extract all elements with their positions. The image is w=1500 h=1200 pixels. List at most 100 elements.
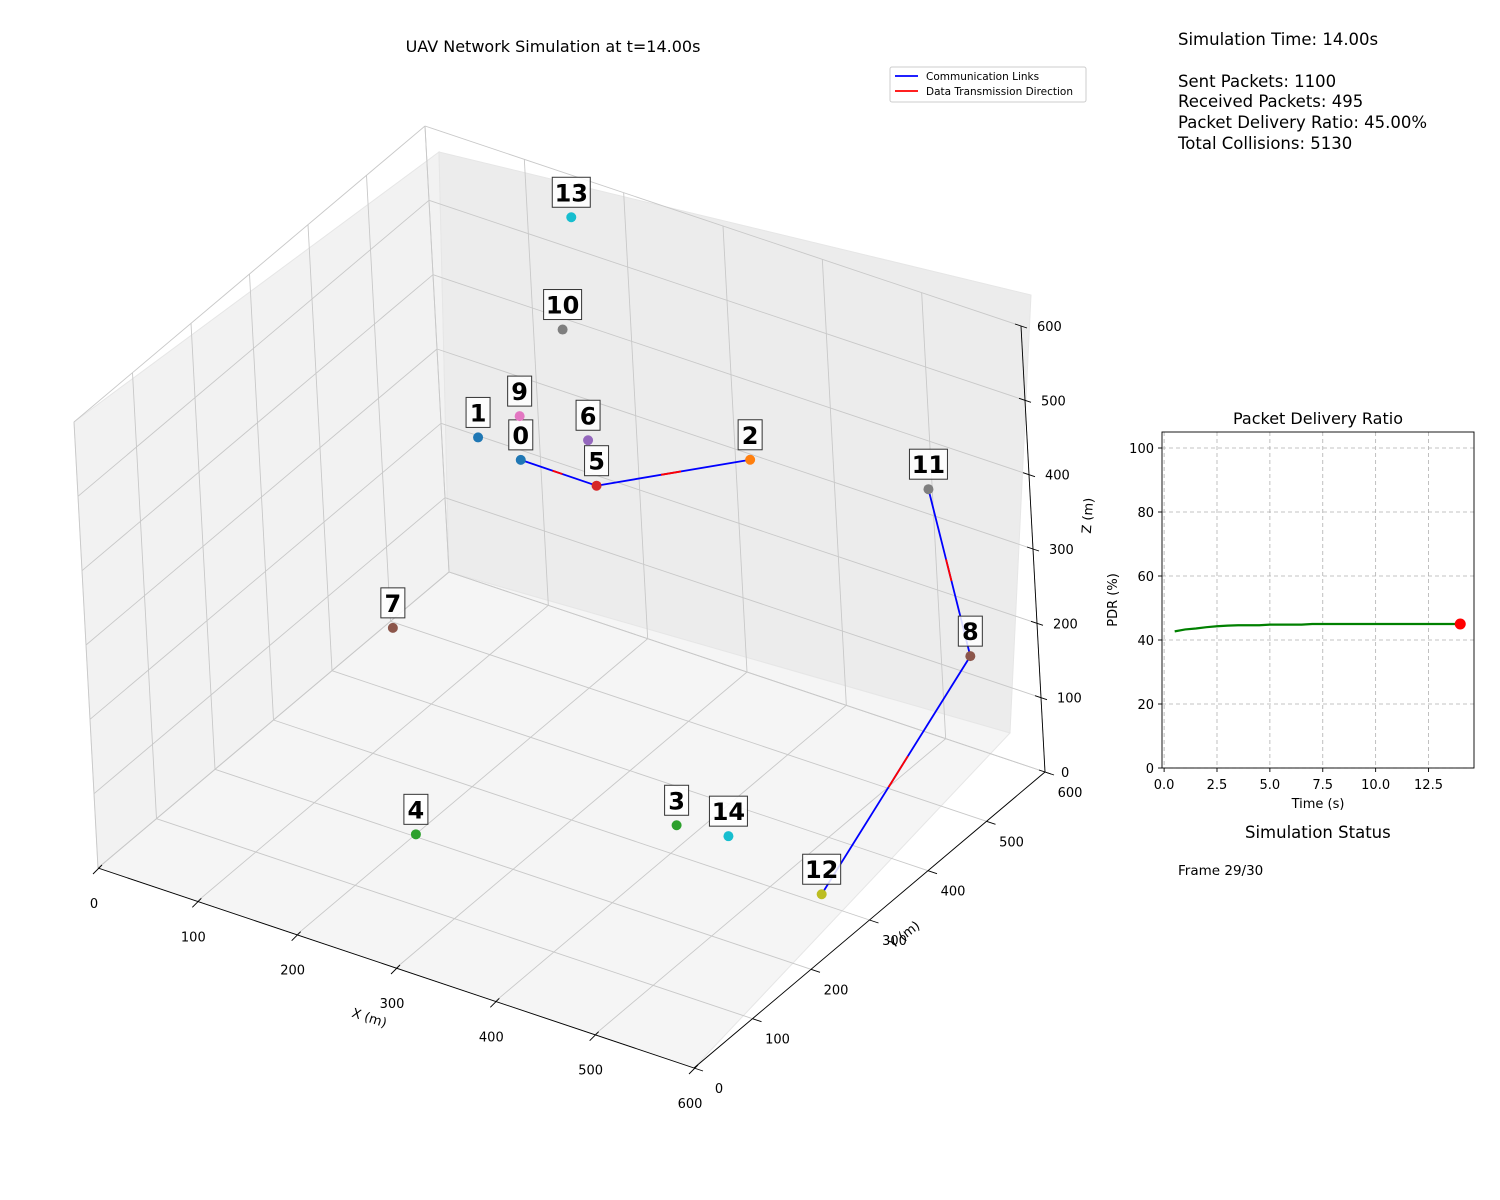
pdr-y-tick-label: 20 xyxy=(1137,698,1154,713)
axes: 0100200300400500600010020030040050060001… xyxy=(90,320,1097,1112)
x-tick-label: 100 xyxy=(181,930,206,945)
sim-time-text: Simulation Time: 14.00s xyxy=(1178,30,1379,49)
uav-node-6: 6 xyxy=(575,399,601,446)
uav-node-label: 10 xyxy=(546,292,579,320)
uav-node-13: 13 xyxy=(551,176,591,223)
status-title: Simulation Status xyxy=(1245,823,1391,842)
uav-node-marker xyxy=(923,484,934,495)
uav-node-11: 11 xyxy=(908,448,948,495)
z-tick xyxy=(1038,769,1052,775)
grid-line-ywall-z xyxy=(424,125,1022,327)
y-tick xyxy=(810,968,821,973)
data-direction-segment xyxy=(552,469,563,475)
uav-node-label: 4 xyxy=(408,796,425,824)
y-tick xyxy=(869,919,879,924)
x-tick-label: 400 xyxy=(479,1030,504,1045)
pdr-series xyxy=(1174,618,1466,633)
x-tick xyxy=(390,964,401,975)
communication-links xyxy=(520,458,972,895)
grid-line-floor-y xyxy=(448,571,1046,773)
data-direction-segment xyxy=(945,559,953,582)
pdr-x-tick-label: 0.0 xyxy=(1154,778,1175,793)
pdr-line xyxy=(1174,622,1461,633)
uav-node-label-box xyxy=(664,784,690,816)
pdr-text: Packet Delivery Ratio: 45.00% xyxy=(1178,113,1428,133)
uav-node-label-box xyxy=(508,419,534,451)
uav-node-marker xyxy=(473,432,484,443)
pdr-x-tick-label: 12.5 xyxy=(1414,778,1443,793)
uav-node-label: 14 xyxy=(712,798,745,826)
sent-packets-text: Sent Packets: 1100 xyxy=(1178,71,1337,91)
uav-node-marker xyxy=(671,820,682,831)
chart3d-title: UAV Network Simulation at t=14.00s xyxy=(406,37,701,56)
collisions-text: Total Collisions: 5130 xyxy=(1178,133,1353,153)
x-axis-line xyxy=(97,867,695,1069)
pdr-y-tick-label: 0 xyxy=(1146,762,1154,777)
pdr-title: Packet Delivery Ratio xyxy=(1233,409,1403,428)
pdr-y-tick-label: 40 xyxy=(1137,634,1154,649)
uav-node-label: 1 xyxy=(470,399,487,427)
pdr-y-tick-label: 60 xyxy=(1137,570,1154,585)
x-tick xyxy=(92,864,103,875)
z-tick-label: 500 xyxy=(1041,394,1066,409)
z-tick xyxy=(1034,695,1048,701)
uav-node-label-box xyxy=(551,176,591,208)
y-tick-label: 100 xyxy=(765,1033,790,1048)
z-tick-label: 200 xyxy=(1053,617,1078,632)
pdr-grid xyxy=(1162,432,1474,769)
pdr-ylabel: PDR (%) xyxy=(1106,573,1121,627)
z-tick-label: 400 xyxy=(1045,469,1070,484)
y-tick xyxy=(693,1067,704,1072)
uav-node-label-box xyxy=(403,793,429,825)
uav-node-label-box xyxy=(543,289,583,321)
pdr-current-point xyxy=(1454,618,1466,630)
uav-node-label-box xyxy=(575,399,601,431)
uav-node-0: 0 xyxy=(508,419,534,465)
y-tick-label: 0 xyxy=(715,1082,723,1097)
pdr-ticks: 0.0 2.5 5.0 7.5 10.0 12.5 0 20 40 60 80 100 xyxy=(1129,442,1443,793)
uav-node-label: 12 xyxy=(805,856,838,884)
pdr-y-tick-label: 80 xyxy=(1137,506,1154,521)
uav-node-label-box xyxy=(584,445,610,477)
received-packets-text: Received Packets: 495 xyxy=(1178,92,1364,112)
uav-node-marker xyxy=(583,435,594,446)
uav-node-label: 2 xyxy=(742,422,759,450)
uav-node-marker xyxy=(515,454,526,465)
uav-node-4: 4 xyxy=(403,793,429,840)
x-tick xyxy=(291,931,301,941)
grid-line-xwall-y xyxy=(424,125,450,573)
z-tick xyxy=(1014,323,1028,329)
uav-node-label: 13 xyxy=(555,179,588,207)
y-tick-label: 600 xyxy=(1058,786,1083,801)
legend-comm-label: Communication Links xyxy=(926,71,1039,83)
grid-lines xyxy=(73,125,1046,1069)
uav-node-label: 9 xyxy=(511,378,528,406)
uav-node-marker xyxy=(965,651,976,662)
pdr-x-tick-label: 5.0 xyxy=(1260,778,1281,793)
uav-node-label-box xyxy=(507,375,533,407)
uav-node-label: 11 xyxy=(912,451,945,479)
uav-node-label-box xyxy=(737,419,763,451)
pdr-x-tick-label: 2.5 xyxy=(1207,778,1228,793)
y-tick xyxy=(927,870,938,875)
uav-node-label-box xyxy=(708,795,748,827)
x-tick-label: 0 xyxy=(90,897,98,912)
pdr-frame xyxy=(1161,431,1475,769)
z-tick xyxy=(1030,620,1044,626)
uav-node-7: 7 xyxy=(380,587,406,633)
uav-node-8: 8 xyxy=(957,615,983,662)
uav-node-label-box xyxy=(957,615,983,647)
uav-node-label: 7 xyxy=(385,590,402,618)
z-tick xyxy=(1022,472,1036,478)
z-tick-label: 600 xyxy=(1037,320,1062,335)
x-tick-label: 500 xyxy=(578,1064,603,1079)
grid-line-ywall-z xyxy=(428,199,1026,401)
y-tick-label: 300 xyxy=(882,934,907,949)
uav-node-label: 3 xyxy=(668,787,685,815)
grid-line-xwall-z xyxy=(77,199,430,497)
z-axis-label: Z (m) xyxy=(1080,497,1097,534)
uav-node-marker xyxy=(410,829,421,840)
z-tick-label: 0 xyxy=(1061,766,1069,781)
uav-node-marker xyxy=(387,622,398,633)
